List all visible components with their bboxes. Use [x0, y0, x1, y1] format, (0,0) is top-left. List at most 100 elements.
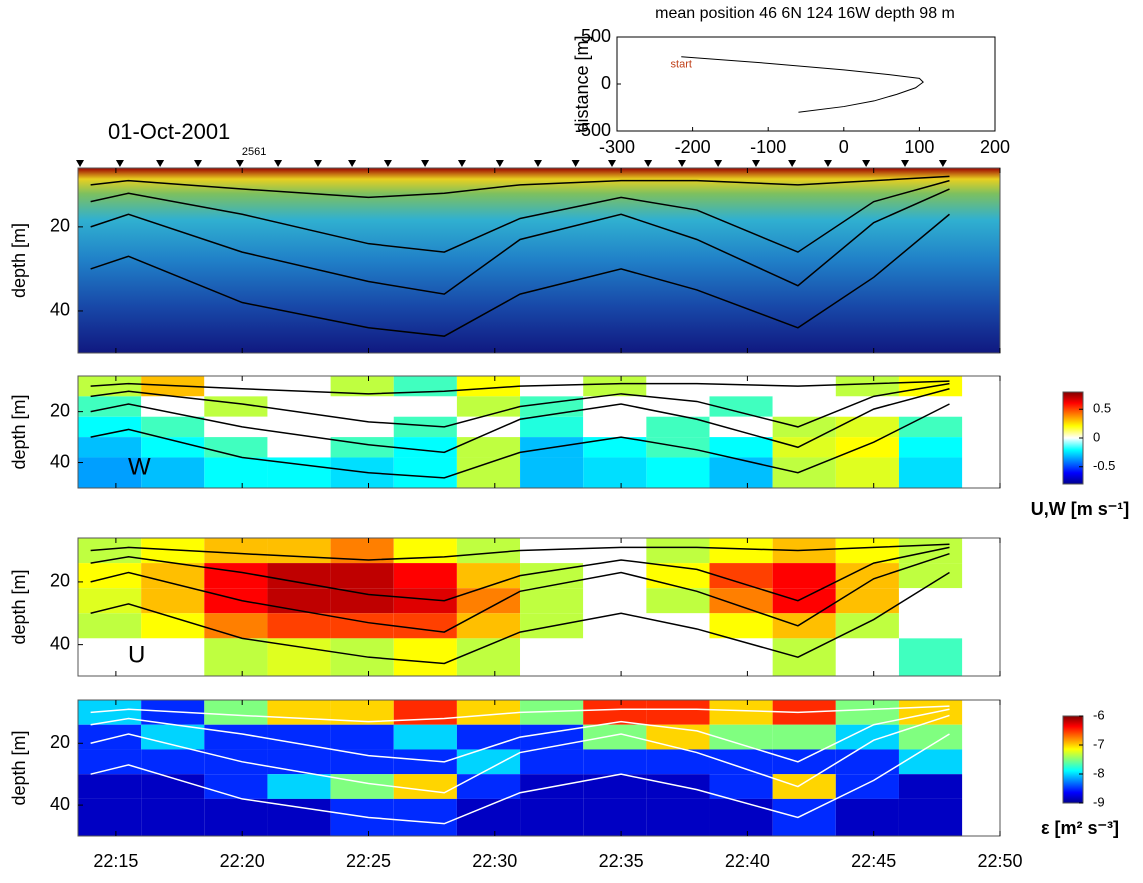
heat-cell — [267, 798, 331, 836]
isopycnal — [90, 388, 950, 454]
heat-cell — [393, 638, 457, 676]
heat-cell — [78, 798, 142, 836]
heat-cell — [898, 798, 963, 836]
heat-cell — [330, 416, 394, 438]
profile-marker — [751, 160, 760, 167]
heat-cell — [78, 457, 142, 488]
heat-cell — [709, 724, 773, 750]
start-label: start — [671, 59, 692, 71]
heat-cell — [835, 416, 899, 438]
heat-cell — [835, 457, 899, 488]
heat-cell — [204, 376, 268, 397]
heat-cell — [456, 457, 521, 488]
heat-cell — [709, 437, 773, 458]
x-tick-label: 22:50 — [977, 851, 1022, 871]
heat-cell — [835, 396, 899, 417]
isopycnal — [90, 543, 950, 561]
heat-cell — [393, 457, 457, 488]
panel-2 — [78, 376, 963, 488]
heat-cell — [204, 437, 268, 458]
profile-marker — [156, 160, 165, 167]
y-tick-label: 40 — [50, 451, 70, 471]
panel-1 — [90, 175, 950, 337]
heat-cell — [709, 538, 773, 564]
heat-cell — [204, 700, 268, 725]
heat-cell — [709, 396, 773, 417]
heat-cell — [709, 638, 773, 676]
y-axis-label: depth [m] — [9, 394, 29, 469]
heat-cell — [330, 563, 394, 589]
heat-cell — [393, 700, 457, 725]
profile-marker — [862, 160, 871, 167]
profile-marker — [313, 160, 322, 167]
heat-cell — [267, 437, 331, 458]
heat-cell — [583, 798, 647, 836]
heat-cell — [709, 700, 773, 725]
heat-cell — [709, 563, 773, 589]
panel-frame — [77, 167, 1001, 354]
y-axis-label: depth [m] — [9, 223, 29, 298]
heat-cell — [204, 774, 268, 799]
heat-cell — [330, 638, 394, 676]
heat-cell — [772, 638, 836, 676]
profile-marker — [495, 160, 504, 167]
heat-cell — [583, 538, 647, 564]
heat-cell — [141, 457, 205, 488]
heat-cell — [204, 798, 268, 836]
heat-cell — [267, 588, 331, 614]
heat-cell — [835, 638, 899, 676]
heat-cell — [393, 437, 457, 458]
heat-cell — [520, 376, 584, 397]
heat-cell — [898, 538, 963, 564]
isopycnal — [90, 213, 950, 337]
heat-cell — [583, 437, 647, 458]
x-tick-label: 22:25 — [346, 851, 391, 871]
panel-4 — [78, 700, 963, 836]
x-tick-label: 22:40 — [725, 851, 770, 871]
heat-cell — [835, 798, 899, 836]
isopycnal — [90, 175, 950, 199]
isopycnal — [90, 382, 950, 428]
profile-marker — [938, 160, 947, 167]
heat-cell — [456, 700, 521, 725]
isopycnal — [90, 705, 950, 723]
heat-cell — [204, 457, 268, 488]
heat-cell — [583, 457, 647, 488]
y-axis-label: depth [m] — [9, 730, 29, 805]
heat-cell — [709, 798, 773, 836]
heat-cell — [456, 798, 521, 836]
heat-cell — [393, 798, 457, 836]
heat-cell — [835, 437, 899, 458]
heat-cell — [330, 588, 394, 614]
heat-cell — [520, 588, 584, 614]
heat-cell — [330, 457, 394, 488]
heat-cell — [267, 774, 331, 799]
heat-cell — [267, 538, 331, 564]
profile-marker — [421, 160, 430, 167]
heat-cell — [456, 588, 521, 614]
heat-cell — [583, 749, 647, 775]
heat-cell — [835, 774, 899, 799]
colorbar-label: U,W [m s⁻¹] — [1031, 499, 1130, 519]
y-tick-label: 20 — [50, 400, 70, 420]
backscatter-image — [78, 168, 1000, 353]
heat-cell — [456, 416, 521, 438]
heat-cell — [204, 588, 268, 614]
heat-cell — [835, 538, 899, 564]
heat-cell — [456, 749, 521, 775]
heat-cell — [456, 613, 521, 639]
inset-title: mean position 46 6N 124 16W depth 98 m — [655, 5, 955, 22]
heat-cell — [393, 724, 457, 750]
heat-cell — [78, 774, 142, 799]
heat-cell — [141, 588, 205, 614]
y-tick-label: -500 — [575, 120, 611, 140]
heat-cell — [898, 416, 963, 438]
profile-marker — [714, 160, 723, 167]
panel-label: W — [128, 453, 151, 480]
heat-cell — [520, 457, 584, 488]
heat-cell — [898, 613, 963, 639]
heat-cell — [267, 396, 331, 417]
profile-marker — [348, 160, 357, 167]
heat-cell — [520, 416, 584, 438]
heat-cell — [709, 416, 773, 438]
